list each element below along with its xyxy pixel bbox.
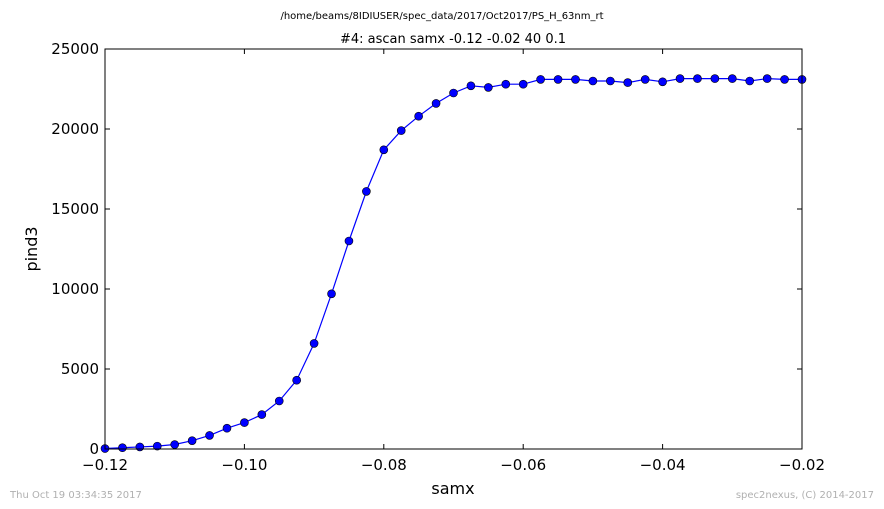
data-point <box>762 74 772 83</box>
data-point <box>379 145 389 155</box>
data-point <box>152 441 162 451</box>
data-point <box>536 75 545 84</box>
x-tick-label: −0.12 <box>82 456 128 474</box>
series-layer <box>100 74 807 453</box>
data-point <box>222 423 232 433</box>
y-axis-label: pind3 <box>22 226 41 271</box>
data-point <box>693 74 702 83</box>
data-point <box>710 74 720 83</box>
data-point <box>466 81 476 91</box>
suptitle: /home/beams/8IDIUSER/spec_data/2017/Oct2… <box>280 11 603 22</box>
data-point <box>327 289 336 299</box>
data-point <box>414 111 423 121</box>
y-tick-label: 5000 <box>61 360 99 378</box>
data-point <box>780 75 789 84</box>
y-tick-label: 25000 <box>51 40 99 58</box>
data-point <box>362 187 371 196</box>
data-point <box>118 443 127 453</box>
y-tick-label: 10000 <box>51 280 99 298</box>
data-point <box>675 74 685 83</box>
x-tick-label: −0.02 <box>779 456 825 474</box>
data-point <box>588 76 598 86</box>
data-point <box>606 76 615 86</box>
data-point <box>501 79 511 89</box>
footer-credit: spec2nexus, (C) 2014-2017 <box>736 490 874 501</box>
data-point <box>170 440 179 449</box>
data-point <box>240 418 249 427</box>
footer-timestamp: Thu Oct 19 03:34:35 2017 <box>9 490 142 501</box>
series-line <box>104 77 802 450</box>
data-point <box>658 77 667 87</box>
data-point <box>518 79 528 89</box>
x-axis-ticks: −0.12 −0.10 −0.08 −0.06 −0.04 −0.02 <box>82 49 825 474</box>
y-tick-label: 20000 <box>51 120 99 138</box>
x-tick-label: −0.06 <box>500 456 546 474</box>
data-point <box>135 442 145 452</box>
data-point <box>292 375 301 385</box>
data-point <box>553 75 563 84</box>
data-point <box>640 75 650 84</box>
data-point <box>727 74 737 83</box>
data-point <box>571 75 580 84</box>
data-point <box>344 236 354 246</box>
data-point <box>745 76 755 86</box>
y-tick-label: 15000 <box>51 200 99 218</box>
data-point <box>431 99 441 108</box>
data-point <box>205 431 214 440</box>
x-axis-label: samx <box>431 479 474 498</box>
x-tick-label: −0.08 <box>361 456 407 474</box>
data-point <box>396 126 406 135</box>
data-point <box>309 339 319 348</box>
plot-frame <box>104 48 803 450</box>
y-tick-label: 0 <box>89 440 99 458</box>
data-point <box>623 78 633 87</box>
data-point <box>449 88 458 98</box>
data-point <box>484 83 493 92</box>
data-point <box>274 396 284 406</box>
x-tick-label: −0.04 <box>640 456 686 474</box>
data-point <box>257 410 267 419</box>
y-axis-ticks: 0 5000 10000 15000 20000 25000 <box>51 40 802 458</box>
data-point <box>187 436 197 445</box>
x-tick-label: −0.10 <box>221 456 267 474</box>
chart-title: #4: ascan samx -0.12 -0.02 40 0.1 <box>340 32 566 47</box>
